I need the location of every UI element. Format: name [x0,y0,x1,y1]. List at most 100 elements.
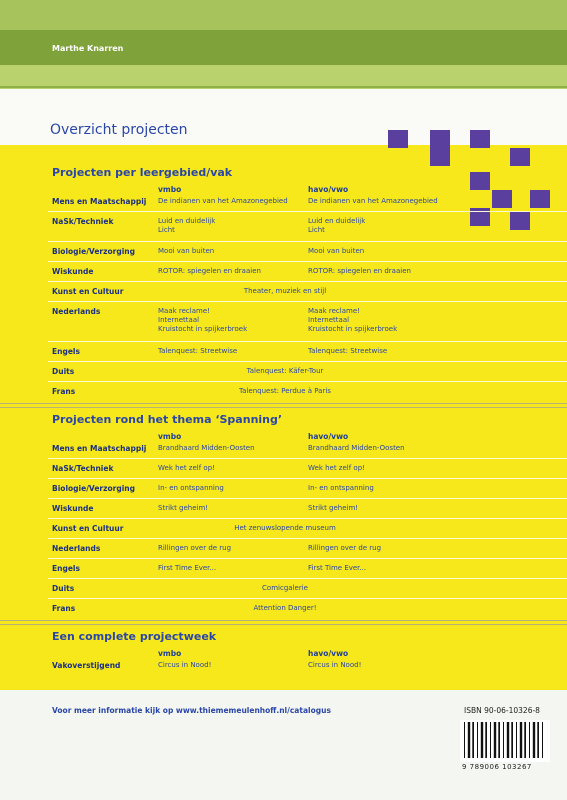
bar-stripe [503,722,504,758]
square [510,212,530,230]
cell: Luid en duidelijk [308,217,366,225]
cell: Brandhaard Midden-Oosten [308,444,405,452]
square [510,148,530,166]
subject: Frans [52,387,76,396]
cell: ROTOR: spiegelen en draaien [308,267,411,275]
bar-stripe [490,722,491,758]
square [430,148,450,166]
page-title: Overzicht projecten [50,122,188,138]
cell: Mooi van buiten [158,247,215,255]
cell: Internettaal [308,316,350,324]
section-divider [0,403,567,408]
cell: ROTOR: spiegelen en draaien [158,267,261,275]
cell: Het zenuwslopende museum [234,524,336,532]
cell: Circus in Nood! [158,661,212,669]
subject: Engels [52,564,80,573]
subject: Nederlands [52,307,101,316]
cell: Strikt geheim! [308,504,359,512]
subject: NaSk/Techniek [52,217,114,226]
row-separator [48,598,567,599]
cell: In- en ontspanning [158,484,224,492]
cell: Licht [158,226,175,234]
row-separator [48,458,567,459]
bar-stripe [464,722,465,758]
light-band [0,65,567,89]
cell: Circus in Nood! [308,661,362,669]
section-divider [0,620,567,625]
cell: Strikt geheim! [158,504,209,512]
row-separator [48,498,567,499]
subject: Nederlands [52,544,101,553]
row-separator [48,558,567,559]
cell: Rillingen over de rug [158,544,232,552]
row-separator [48,261,567,262]
row-separator [48,361,567,362]
cell: First Time Ever... [158,564,217,572]
cell: Internettaal [158,316,200,324]
row-separator [48,281,567,282]
cell: Licht [308,226,325,234]
cell: Wek het zelf op! [308,464,365,472]
info-link: Voor meer informatie kijk op www.thiemem… [52,706,331,715]
cell: Talenquest: Streetwise [308,347,388,355]
column-header: vmbo [158,649,182,658]
cell: First Time Ever... [308,564,367,572]
bar-stripe [506,722,510,758]
subject: Vakoverstijgend [52,661,121,670]
cell: Maak reclame! [158,307,210,315]
bar-stripe [472,722,474,758]
bar-stripe [516,722,517,758]
subject: Wiskunde [52,267,94,276]
square [470,130,490,148]
bar-stripe [493,722,497,758]
cell: Theater, muziek en stijl [243,287,327,295]
subject: Biologie/Verzorging [52,484,135,493]
square [388,130,408,148]
subject: Mens en Maatschappij [52,444,147,453]
subject: Engels [52,347,80,356]
bar-stripe [532,722,536,758]
section-title: Een complete projectweek [52,630,217,643]
row-separator [48,341,567,342]
subject: Biologie/Verzorging [52,247,135,256]
row-separator [48,241,567,242]
row-separator [48,538,567,539]
row-separator [48,478,567,479]
bar-stripe [498,722,500,758]
bar-stripe [511,722,513,758]
subject: Mens en Maatschappij [52,197,147,206]
cell: Mooi van buiten [308,247,365,255]
bar-stripe [467,722,471,758]
bar-stripe [537,722,539,758]
subject: Duits [52,584,75,593]
bar-stripe [524,722,526,758]
square [430,130,450,148]
column-header: havo/vwo [308,185,349,194]
subject: Wiskunde [52,504,94,513]
square [530,190,550,208]
subject: NaSk/Techniek [52,464,114,473]
row-separator [48,211,567,212]
cell: Luid en duidelijk [158,217,216,225]
bar-stripe [485,722,487,758]
bar-stripe [480,722,484,758]
cell: In- en ontspanning [308,484,374,492]
cell: De indianen van het Amazonegebied [308,197,438,205]
author-band [0,30,567,65]
subject: Kunst en Cultuur [52,287,124,296]
author: Marthe Knarren [52,44,124,53]
cell: Comicgalerie [262,584,308,592]
row-separator [48,301,567,302]
top-band [0,0,567,30]
subject: Frans [52,604,76,613]
bar-stripe [529,722,530,758]
barcode [464,722,543,758]
subject: Kunst en Cultuur [52,524,124,533]
row-separator [48,578,567,579]
bar-stripe [519,722,523,758]
row-separator [48,518,567,519]
yellow-area [0,145,567,690]
cell: Kruistocht in spijkerbroek [158,325,248,333]
cell: Wek het zelf op! [158,464,215,472]
